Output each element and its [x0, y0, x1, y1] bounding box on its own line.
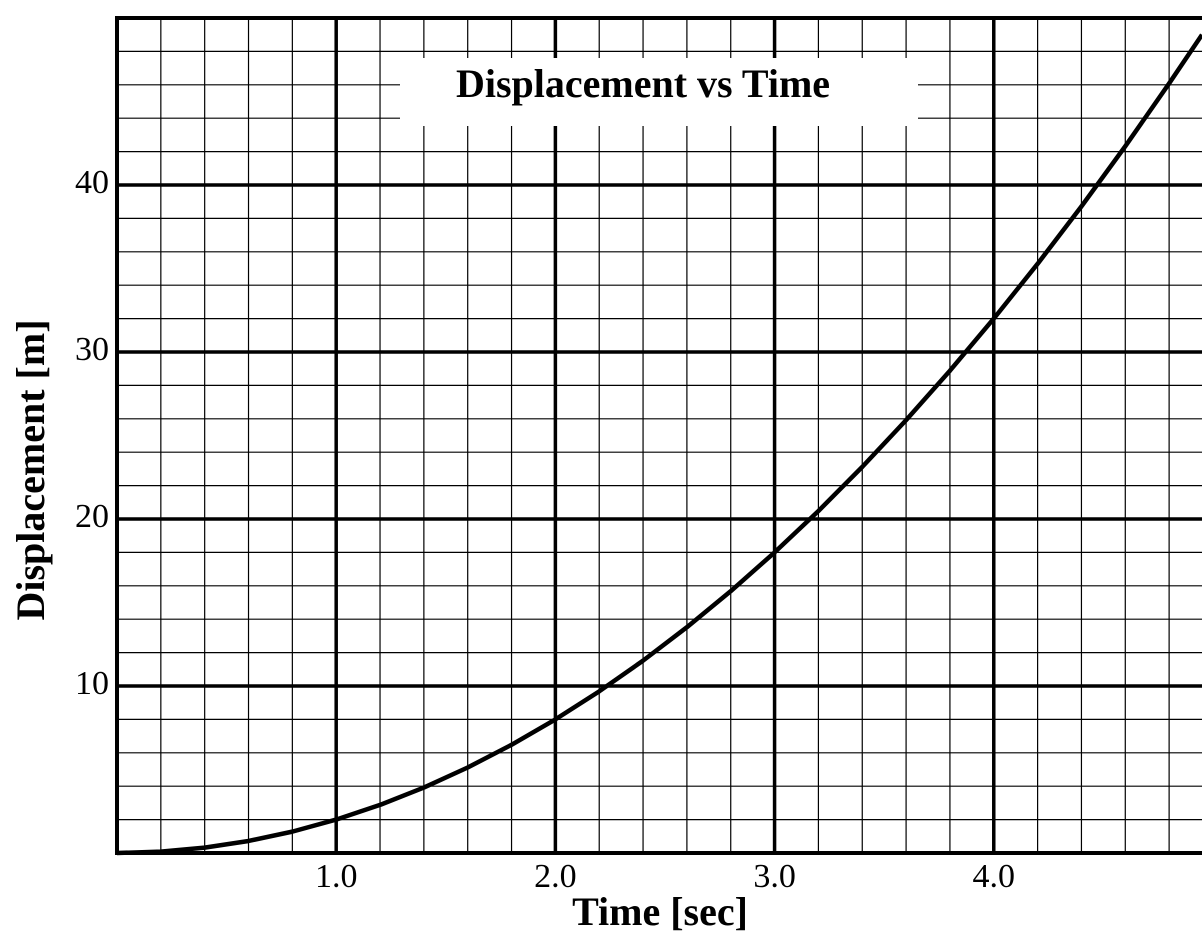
y-tick-label: 40	[75, 164, 109, 201]
x-tick-label: 1.0	[315, 858, 358, 895]
x-tick-label: 2.0	[534, 858, 577, 895]
x-axis-label: Time [sec]	[572, 889, 748, 934]
y-tick-label: 10	[75, 665, 109, 702]
x-tick-label: 4.0	[973, 858, 1016, 895]
y-tick-label: 30	[75, 331, 109, 368]
grid	[117, 18, 1202, 853]
y-axis-label: Displacement [m]	[8, 319, 53, 620]
x-tick-label: 3.0	[753, 858, 796, 895]
data-line	[116, 33, 1202, 856]
chart-title: Displacement vs Time	[456, 61, 830, 106]
y-tick-label: 20	[75, 498, 109, 535]
title-box	[400, 58, 918, 126]
